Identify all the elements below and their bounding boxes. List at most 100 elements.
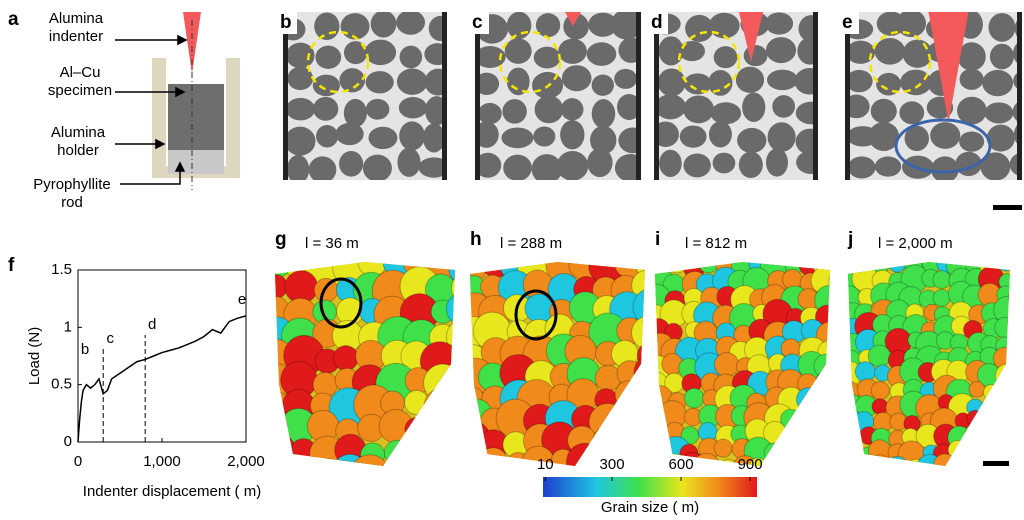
grain [968, 441, 986, 459]
grain [800, 455, 822, 477]
edge [475, 12, 480, 180]
grain [647, 441, 665, 459]
grain [982, 425, 1006, 449]
y-tick-label: 1.5 [51, 261, 72, 278]
grain [668, 254, 687, 273]
grain [996, 439, 1021, 464]
grain [854, 454, 877, 477]
grain [797, 37, 822, 64]
grain [765, 12, 793, 34]
grain-render [256, 247, 486, 496]
schematic-label: Alumina holder [40, 124, 116, 160]
grain [736, 67, 764, 93]
grain-render [641, 250, 860, 482]
grain [737, 128, 766, 153]
grain [1009, 377, 1024, 400]
grain [587, 42, 617, 66]
grain [349, 455, 390, 496]
grain [801, 437, 822, 458]
grain [533, 126, 555, 146]
grain [286, 43, 314, 69]
grain [868, 440, 890, 462]
grain [767, 459, 790, 482]
grain [396, 10, 425, 35]
grain [802, 408, 820, 426]
grain [1011, 297, 1024, 323]
grain [399, 97, 427, 118]
grain [896, 10, 926, 38]
grain [659, 150, 682, 177]
grain [959, 131, 984, 151]
render-label: l = 812 m [685, 235, 747, 252]
grain [899, 101, 924, 124]
grain [816, 369, 844, 397]
grain [810, 420, 839, 449]
panel-label: i [655, 229, 660, 250]
edge [283, 12, 288, 180]
grain [309, 156, 337, 183]
grain [615, 154, 647, 182]
grain [363, 155, 392, 182]
grain [333, 346, 358, 371]
grain [379, 462, 406, 489]
grain-render [452, 246, 671, 484]
grain [592, 99, 616, 128]
grain [795, 68, 825, 95]
render-label: l = 2,000 m [878, 235, 953, 252]
grain [888, 254, 906, 272]
micrograph-body [843, 10, 1024, 183]
colorbar-tick-label: 900 [738, 456, 763, 473]
grain [957, 97, 987, 125]
marker-label: e [238, 291, 246, 308]
grain [309, 458, 346, 495]
micrograph-body [474, 10, 647, 184]
grain [558, 39, 587, 64]
grain [872, 399, 888, 415]
grain [772, 95, 795, 118]
grain [397, 148, 420, 177]
grain [285, 127, 316, 156]
edge [654, 12, 659, 180]
grain [407, 438, 432, 463]
grain [766, 148, 788, 176]
grain [1014, 270, 1024, 286]
grain [985, 102, 1014, 123]
micrograph [651, 12, 828, 180]
grain [1013, 333, 1024, 354]
grain [948, 440, 967, 459]
grain [400, 46, 423, 69]
grain [534, 47, 561, 69]
grain [984, 385, 1000, 401]
panel-label: g [275, 229, 287, 250]
x-tick-label: 0 [74, 453, 82, 470]
grain [975, 436, 1003, 464]
grain [994, 456, 1021, 483]
grain [997, 254, 1014, 271]
grain [447, 389, 479, 421]
grain [1012, 460, 1024, 479]
grain [742, 92, 765, 121]
schematic-label: Al–Cu specimen [44, 64, 116, 100]
grain [501, 127, 533, 148]
edge [636, 12, 641, 180]
grain [535, 96, 564, 124]
grain [981, 398, 1001, 418]
grain [815, 407, 841, 433]
grain [636, 385, 658, 407]
grain [969, 381, 985, 397]
grain [593, 427, 620, 454]
marker-label: d [148, 316, 156, 333]
panel-label: h [470, 229, 482, 250]
grain [1008, 396, 1024, 419]
edge [442, 12, 447, 180]
grain [995, 364, 1020, 389]
grain [713, 153, 736, 174]
grain [341, 13, 370, 39]
grain [744, 45, 768, 66]
micrograph-body [281, 10, 452, 184]
grain [365, 40, 396, 66]
grain [562, 65, 592, 91]
grain [405, 417, 429, 441]
grain [836, 425, 856, 445]
scale-bar [993, 205, 1022, 210]
